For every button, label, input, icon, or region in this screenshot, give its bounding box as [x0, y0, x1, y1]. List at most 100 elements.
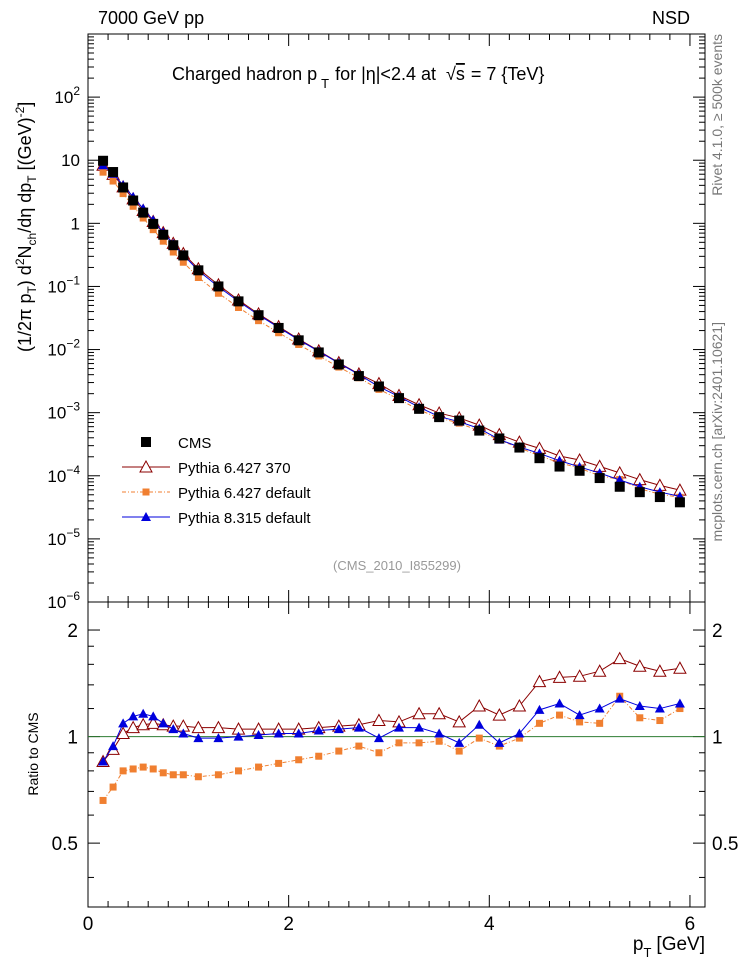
ratio-point — [108, 741, 119, 751]
cms-point — [514, 442, 525, 453]
cms-point — [353, 371, 364, 382]
ratio-point — [315, 752, 323, 760]
cms-point — [193, 265, 204, 276]
cms-point — [434, 412, 445, 423]
data-point — [119, 190, 127, 198]
cms-point — [674, 497, 685, 508]
ratio-point — [415, 739, 423, 747]
ratio-point — [636, 714, 644, 722]
ratio-plot-frame — [87, 601, 706, 908]
data-point — [99, 168, 107, 176]
ratio-point — [673, 661, 687, 674]
title-sqrt-arg: s — [456, 64, 465, 84]
ratio-point — [116, 726, 130, 740]
ratio-point — [435, 737, 443, 745]
ratio-point — [412, 706, 426, 720]
ratio-point — [572, 669, 587, 682]
ratio-point — [634, 701, 645, 711]
cms-point — [313, 347, 324, 358]
ratio-tick-label-left: 1 — [67, 728, 78, 749]
ratio-point — [454, 737, 465, 747]
data-point — [234, 303, 242, 311]
data-point — [159, 237, 167, 245]
ratio-point — [213, 733, 224, 743]
cms-point — [178, 250, 189, 261]
cms-point — [118, 182, 129, 193]
series-line-top — [102, 164, 681, 497]
ratio-point — [414, 722, 425, 732]
ratio-point — [273, 728, 284, 738]
process-label: NSD — [652, 8, 690, 28]
data-point — [149, 226, 157, 234]
ratio-point — [146, 716, 161, 729]
ratio-point — [211, 720, 226, 734]
cms-point — [128, 195, 139, 206]
ratio-point — [514, 728, 525, 738]
x-tick-label: 6 — [685, 914, 696, 935]
ratio-point — [554, 698, 565, 708]
cms-point — [574, 465, 585, 476]
series-cms — [98, 155, 685, 508]
rivet-label: Rivet 4.1.0, ≥ 500k events — [709, 34, 725, 196]
series-line-ratio — [102, 698, 681, 762]
data-point — [129, 202, 137, 210]
cms-point — [333, 359, 344, 370]
x-tick-label: 2 — [283, 914, 294, 935]
x-axis-label-unit: [GeV] — [656, 934, 705, 955]
ratio-point — [395, 739, 403, 747]
data-point — [255, 317, 263, 325]
ratio-point — [255, 763, 263, 771]
ratio-point — [515, 734, 523, 742]
ratio-point — [434, 728, 445, 738]
cms-point — [414, 403, 425, 414]
title-energy: = 7 {TeV} — [471, 64, 545, 84]
y-tick-label: 1 — [71, 214, 80, 233]
ratio-point — [512, 698, 527, 712]
cms-point — [534, 453, 545, 464]
ratio-point — [191, 720, 206, 734]
legend-label: Pythia 6.427 default — [178, 485, 311, 502]
legend-label: CMS — [178, 435, 211, 452]
ratio-point — [119, 767, 127, 775]
ratio-point — [293, 728, 304, 738]
legend-entry: Pythia 8.315 default — [122, 510, 311, 527]
ratio-point — [452, 714, 467, 728]
series-line-ratio — [102, 658, 680, 762]
series-line-top — [102, 171, 680, 498]
ratio-point — [592, 664, 607, 677]
y-tick-label: 10 — [61, 151, 80, 170]
data-point — [194, 273, 202, 281]
cms-point — [554, 461, 565, 472]
ratio-point — [234, 767, 242, 775]
ratio-point — [295, 756, 303, 764]
cms-point — [474, 425, 485, 436]
ratio-point — [253, 730, 264, 740]
ratio-point — [136, 717, 151, 731]
cms-point — [213, 281, 224, 292]
ratio-point — [373, 733, 384, 743]
ratio-point — [432, 706, 446, 720]
series-layer — [96, 155, 687, 804]
cms-point — [138, 207, 149, 218]
legend-marker — [139, 459, 153, 473]
cms-point — [454, 415, 465, 426]
ratio-point — [474, 719, 485, 729]
ratio-point — [475, 734, 483, 742]
ratio-point — [614, 693, 625, 703]
ratio-point — [313, 725, 324, 735]
cms-point — [253, 310, 264, 321]
ratio-point — [129, 765, 137, 773]
ratio-point — [158, 718, 169, 728]
ratio-point — [535, 719, 543, 727]
cms-point — [654, 492, 665, 503]
legend-entry: Pythia 6.427 default — [122, 485, 311, 502]
svg-text:(1/2π pT) d2Nch/dη dpT [(GeV): (1/2π pT) d2Nch/dη dpT [(GeV)-2] — [13, 102, 39, 352]
ratio-point — [492, 708, 507, 721]
cms-point — [273, 322, 284, 333]
x-tick-label: 0 — [83, 914, 94, 935]
ratio-point — [335, 747, 343, 755]
cms-point — [373, 381, 384, 392]
legend-label: Pythia 8.315 default — [178, 510, 311, 527]
ratio-point — [98, 756, 109, 766]
